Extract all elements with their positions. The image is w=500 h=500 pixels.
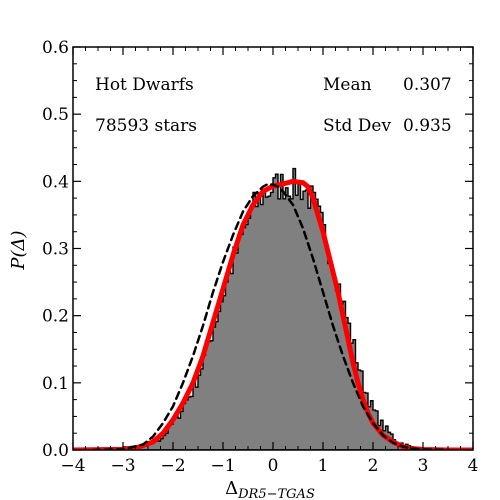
axis-ticks: −4 −3 −2 −1 0 1 2 3 4 0.0 0.1 0.2 0.3 0.4 0.5 0.6 — [42, 38, 478, 476]
x-tick-label: 2 — [368, 456, 379, 476]
annotation-std-label: Std Dev — [323, 116, 391, 136]
annotation-mean-value: 0.307 — [403, 75, 452, 95]
x-tick-label: −4 — [60, 456, 85, 476]
annotation-count: 78593 stars — [95, 116, 197, 136]
annotation-mean-label: Mean — [323, 75, 372, 95]
annotation-std-value: 0.935 — [403, 116, 452, 136]
x-tick-label: 3 — [418, 456, 429, 476]
x-tick-label: −3 — [110, 456, 135, 476]
y-tick-label: 0.5 — [42, 105, 69, 125]
x-tick-label: 4 — [468, 456, 479, 476]
x-tick-label: 0 — [268, 456, 279, 476]
x-tick-label: −1 — [210, 456, 235, 476]
x-axis-title-sub: DR5−TGAS — [237, 487, 315, 500]
plot-area — [73, 167, 473, 450]
y-tick-label: 0.3 — [42, 240, 69, 260]
annotation-sample: Hot Dwarfs — [95, 75, 194, 95]
y-axis-title: P(Δ) — [8, 230, 29, 270]
y-tick-label: 0.0 — [42, 441, 69, 461]
x-tick-label: −2 — [160, 456, 185, 476]
x-axis-title: ΔDR5−TGAS — [225, 478, 315, 500]
histogram-bars — [73, 167, 473, 450]
x-tick-label: 1 — [318, 456, 329, 476]
x-axis-title-base: Δ — [225, 478, 238, 499]
y-tick-label: 0.4 — [42, 172, 69, 192]
y-tick-label: 0.6 — [42, 38, 69, 58]
y-tick-label: 0.2 — [42, 307, 69, 327]
reference-curve-line — [91, 182, 450, 450]
y-tick-label: 0.1 — [42, 374, 69, 394]
